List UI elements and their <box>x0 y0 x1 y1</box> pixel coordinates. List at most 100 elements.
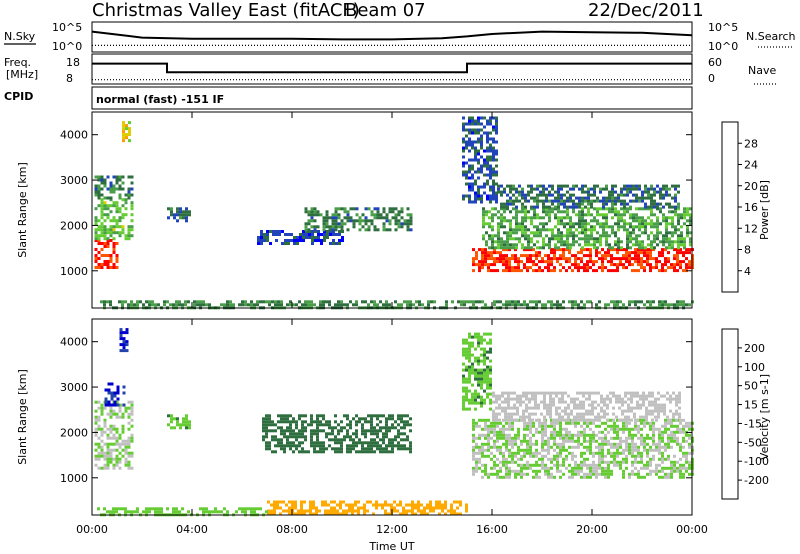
heatmap-cell <box>468 149 471 153</box>
heatmap-cell <box>526 260 529 264</box>
heatmap-cell <box>97 239 101 242</box>
heatmap-cell <box>535 257 538 261</box>
heatmap-cell <box>370 420 373 424</box>
heatmap-cell <box>346 417 349 421</box>
heatmap-cell <box>334 225 338 229</box>
heatmap-cell <box>618 394 621 398</box>
heatmap-cell <box>589 433 592 437</box>
heatmap-cell <box>130 406 134 410</box>
heatmap-cell <box>349 444 352 448</box>
heatmap-cell <box>121 507 124 511</box>
heatmap-cell <box>280 414 283 418</box>
heatmap-cell <box>572 210 575 214</box>
heatmap-cell <box>499 430 502 434</box>
heatmap-cell <box>182 423 185 427</box>
heatmap-cell <box>509 199 512 203</box>
heatmap-cell <box>274 303 277 307</box>
heatmap-cell <box>521 187 524 191</box>
heatmap-cell <box>491 240 494 244</box>
heatmap-cell <box>558 400 561 404</box>
heatmap-cell <box>678 412 681 416</box>
heatmap-cell <box>549 394 552 398</box>
heatmap-cell <box>610 469 613 473</box>
heatmap-cell <box>382 414 385 418</box>
heatmap-cell <box>480 353 483 357</box>
heatmap-cell <box>492 182 495 186</box>
heatmap-cell <box>508 451 511 455</box>
heatmap-cell <box>551 237 554 241</box>
heatmap-cell <box>277 300 280 304</box>
heatmap-cell <box>376 447 379 451</box>
heatmap-cell <box>551 193 554 197</box>
heatmap-cell <box>301 435 304 439</box>
heatmap-cell <box>311 236 314 239</box>
heatmap-cell <box>115 507 118 511</box>
heatmap-cell <box>109 406 113 410</box>
heatmap-cell <box>604 460 607 464</box>
heatmap-cell <box>629 231 632 235</box>
heatmap-cell <box>661 469 664 473</box>
heatmap-cell <box>555 412 558 416</box>
heatmap-cell <box>586 260 589 264</box>
heatmap-cell <box>106 187 110 191</box>
heatmap-cell <box>202 303 205 307</box>
heatmap-cell <box>326 236 329 239</box>
heatmap-cell <box>575 222 578 226</box>
heatmap-cell <box>620 219 623 223</box>
heatmap-cell <box>403 444 406 448</box>
heatmap-cell <box>322 444 325 448</box>
heatmap-cell <box>531 412 534 416</box>
heatmap-cell <box>627 391 630 395</box>
heatmap-cell <box>601 457 604 461</box>
heatmap-cell <box>109 190 113 194</box>
heatmap-cell <box>94 260 98 263</box>
heatmap-cell <box>541 457 544 461</box>
heatmap-cell <box>516 412 519 416</box>
heatmap-cell <box>664 457 667 461</box>
heatmap-cell <box>561 400 564 404</box>
heatmap-cell <box>176 420 179 424</box>
heatmap-cell <box>599 222 602 226</box>
heatmap-cell <box>667 454 670 458</box>
heatmap-cell <box>677 237 680 241</box>
heatmap-cell <box>508 448 511 452</box>
heatmap-cell <box>576 412 579 416</box>
heatmap-cell <box>465 182 468 186</box>
heatmap-cell <box>307 213 311 217</box>
heatmap-cell <box>94 234 98 238</box>
heatmap-cell <box>629 199 632 203</box>
heatmap-cell <box>613 303 616 307</box>
noise-series-group <box>91 30 693 47</box>
heatmap-cell <box>316 210 320 214</box>
heatmap-cell <box>382 216 386 220</box>
heatmap-cell <box>613 436 616 440</box>
heatmap-cell <box>678 391 681 395</box>
heatmap-cell <box>592 454 595 458</box>
heatmap-cell <box>595 469 598 473</box>
heatmap-cell <box>493 427 496 431</box>
heatmap-cell <box>349 420 352 424</box>
heatmap-cell <box>619 263 622 267</box>
heatmap-cell <box>560 184 563 188</box>
heatmap-cell <box>556 460 559 464</box>
heatmap-cell <box>298 432 301 436</box>
heatmap-cell <box>325 423 328 427</box>
heatmap-cell <box>502 260 505 264</box>
heatmap-cell <box>638 243 641 247</box>
heatmap-cell <box>629 213 632 217</box>
heatmap-cell <box>280 432 283 436</box>
heatmap-cell <box>602 187 605 191</box>
heatmap-cell <box>477 395 480 399</box>
heatmap-cell <box>601 454 604 458</box>
heatmap-cell <box>333 506 336 510</box>
heatmap-cell <box>663 403 666 407</box>
heatmap-cell <box>634 466 637 470</box>
heatmap-cell <box>622 460 625 464</box>
heatmap-cell <box>283 450 286 454</box>
heatmap-cell <box>641 219 644 223</box>
heatmap-cell <box>504 412 507 416</box>
heatmap-cell <box>463 300 466 304</box>
heatmap-cell <box>625 427 628 431</box>
heatmap-cell <box>522 400 525 404</box>
heatmap-cell <box>477 167 480 171</box>
